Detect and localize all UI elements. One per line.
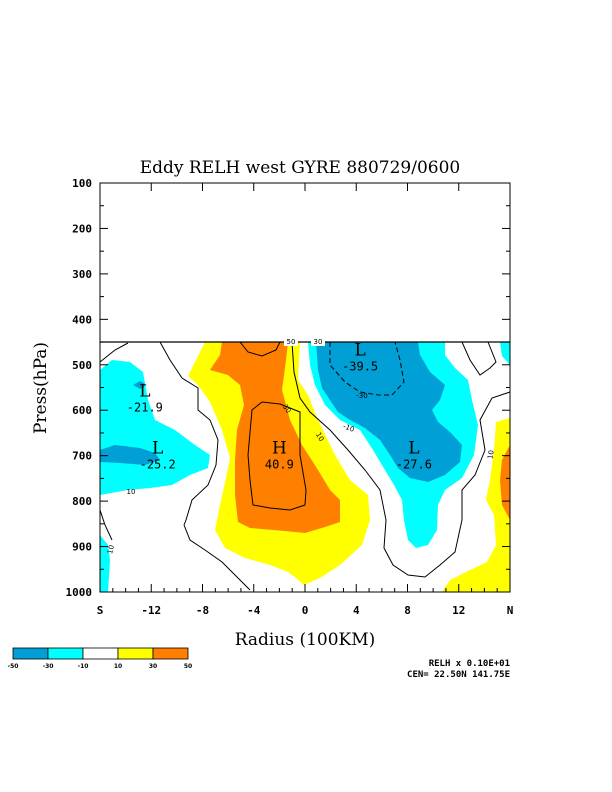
legend-swatch xyxy=(47,647,84,660)
legend-label: 50 xyxy=(184,663,192,670)
contour-fill-layer xyxy=(100,342,510,592)
contour-line xyxy=(159,342,219,526)
y-tick-label: 900 xyxy=(72,541,92,554)
contour-label: 10 xyxy=(314,431,325,443)
extremum-symbol: L xyxy=(152,438,163,458)
contour-label: 30 xyxy=(314,338,323,346)
contour-line xyxy=(329,342,405,396)
y-tick-label: 300 xyxy=(72,268,92,281)
extremum-value: -39.5 xyxy=(342,360,378,374)
no-data-region xyxy=(100,183,510,342)
y-tick-label: 600 xyxy=(72,404,92,417)
x-tick-label: N xyxy=(507,604,514,617)
contour-label: -30 xyxy=(356,392,367,400)
legend-swatch xyxy=(152,647,189,660)
neg-region-bottom-left xyxy=(100,535,110,592)
extremum-value: -21.9 xyxy=(127,401,163,415)
legend-swatch xyxy=(82,647,119,660)
x-tick-label: 8 xyxy=(404,604,411,617)
y-tick-label: 800 xyxy=(72,495,92,508)
contour-line xyxy=(239,342,281,357)
contour-line xyxy=(291,342,387,549)
neg-region-far-right xyxy=(500,342,510,365)
contour-label: 50 xyxy=(287,338,296,346)
y-tick-label: 200 xyxy=(72,222,92,235)
x-tick-label: 12 xyxy=(452,604,465,617)
contour-line xyxy=(247,401,307,511)
chart-title: Eddy RELH west GYRE 880729/0600 xyxy=(140,158,461,178)
center-footnote: CEN= 22.50N 141.75E xyxy=(407,670,510,680)
x-axis: S -12 -8 -4 0 4 8 12 N xyxy=(97,183,514,617)
pos-region-orange xyxy=(210,342,340,533)
x-tick-label: -4 xyxy=(247,604,261,617)
extremum-symbol: L xyxy=(354,341,365,361)
contour-label: 10 xyxy=(486,450,495,460)
contour-line xyxy=(100,342,129,363)
x-axis-label: Radius (100KM) xyxy=(235,630,376,650)
legend-label: 10 xyxy=(114,663,122,670)
extremum-value: -25.2 xyxy=(140,457,176,471)
extremum-symbol: L xyxy=(139,382,150,402)
legend-swatch xyxy=(117,647,154,660)
y-tick-label: 100 xyxy=(72,177,92,190)
extremum-symbol: H xyxy=(272,438,287,458)
legend-swatch xyxy=(12,647,49,660)
neg-region-left-blue xyxy=(100,445,160,465)
neg-region-left-blue-small xyxy=(133,381,147,389)
contour-line xyxy=(461,342,497,376)
contour-line xyxy=(183,524,251,591)
contour-label: 10 xyxy=(127,488,136,496)
y-axis: 100 200 300 400 500 600 700 800 900 1000 xyxy=(66,177,510,599)
legend-label: -50 xyxy=(8,663,19,670)
legend-label: 30 xyxy=(149,663,157,670)
contour-label: -10 xyxy=(342,422,355,433)
y-tick-label: 1000 xyxy=(66,586,93,599)
y-axis-label: Press(hPa) xyxy=(31,342,51,434)
contour-label: 30 xyxy=(281,403,293,415)
contour-label: 10 xyxy=(106,544,116,555)
y-tick-label: 500 xyxy=(72,359,92,372)
y-tick-label: 700 xyxy=(72,450,92,463)
x-tick-label: 0 xyxy=(302,604,309,617)
color-legend: -50 -30 -10 10 30 50 xyxy=(8,647,192,670)
contour-line-layer xyxy=(100,342,510,591)
extremum-value: -27.6 xyxy=(396,457,432,471)
extremum-value: 40.9 xyxy=(265,457,294,471)
x-tick-label: S xyxy=(97,604,104,617)
neg-region-right-blue xyxy=(316,342,462,482)
legend-label: -30 xyxy=(43,663,54,670)
x-tick-label: -8 xyxy=(196,604,209,617)
x-tick-label: 4 xyxy=(353,604,360,617)
contour-line xyxy=(100,509,113,541)
y-tick-label: 400 xyxy=(72,313,92,326)
pos-region-right-yellow xyxy=(442,418,510,592)
scale-footnote: RELH x 0.10E+01 xyxy=(429,659,510,669)
extremum-symbol: L xyxy=(408,438,419,458)
contour-line xyxy=(383,391,510,578)
legend-label: -10 xyxy=(78,663,89,670)
x-tick-label: -12 xyxy=(141,604,161,617)
contour-value-labels: 50 30 30 10 -30 -10 10 10 10 xyxy=(106,337,496,555)
